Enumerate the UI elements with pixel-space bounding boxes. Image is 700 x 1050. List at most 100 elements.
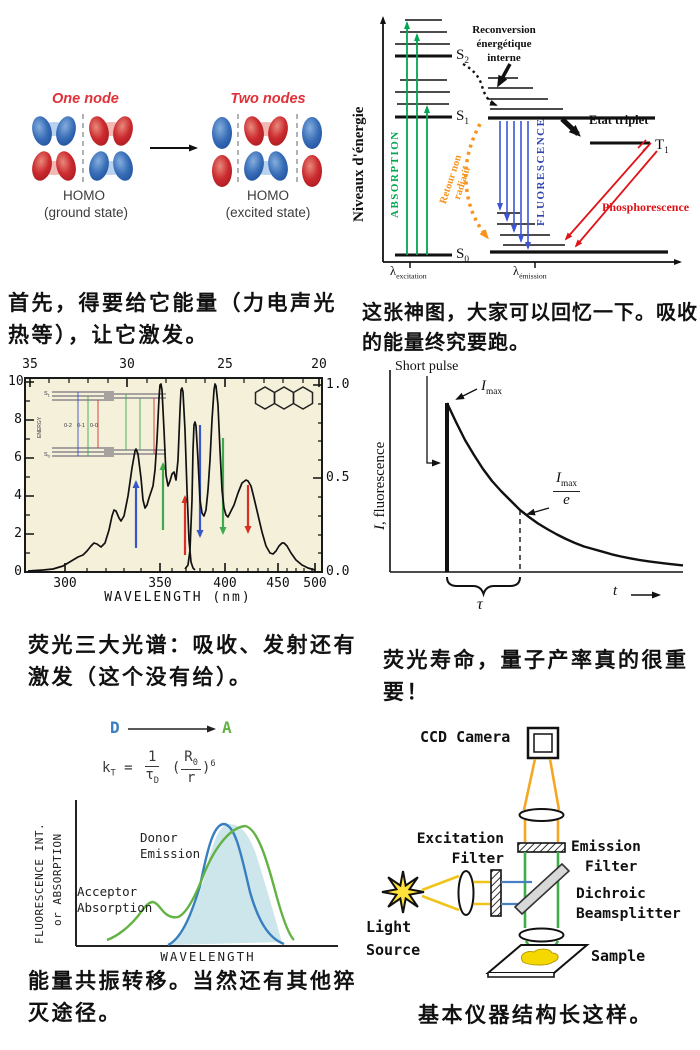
s2-label: S2: [456, 47, 469, 66]
intersystem-crossing-arrow: [560, 117, 581, 137]
decay-curve: [445, 402, 684, 567]
excitation-filter-icon: [490, 869, 502, 917]
acceptor-absorption-curve: [106, 824, 295, 942]
right-tick-1: 1.0: [326, 377, 350, 392]
lambda-excitation-label: λexcitation: [390, 264, 427, 281]
dichroic-beamsplitter-label: Dichroic Beamsplitter: [576, 886, 681, 922]
emission-curve: [184, 383, 316, 571]
left-minor-ticks: [25, 400, 30, 554]
light-source-icon: [381, 870, 425, 914]
x-tick-500: 500: [303, 576, 327, 591]
top-minor-ticks: [48, 378, 304, 383]
x-tick-300: 300: [53, 576, 77, 591]
non-radiative-dashed-arrow: [464, 123, 489, 240]
excitation-filter-label: Excitation Filter: [416, 831, 504, 867]
fret-rate-formula: kT = 1 τD (R0 r)6: [102, 749, 216, 786]
orbital-excited-right-pair: [302, 117, 322, 187]
left-tick-4: 4: [14, 488, 22, 503]
bottom-minor-ticks: [86, 568, 313, 572]
short-pulse-label: Short pulse: [395, 359, 459, 374]
imax-label: Imax: [481, 378, 503, 397]
wavelength-axis-label: WAVELENGTH (nm): [104, 590, 252, 605]
emission-filter-label: Emission Filter: [571, 839, 641, 875]
orbital-diagram-graphic: [29, 114, 322, 187]
x-tick-450: 450: [266, 576, 290, 591]
sample-specimen-icon: [520, 948, 559, 966]
orbital-excited-left-pair: [212, 117, 232, 187]
fluorescence-label: FLUORESCENCE: [535, 117, 547, 226]
two-nodes-label: Two nodes: [230, 91, 306, 107]
left-tick-10: 10: [8, 374, 24, 389]
fret-figure: D A kT = 1 τD (R0 r)6 FLUORESCENCE INT. or…: [28, 714, 353, 966]
caption-instrument: 基本仪器结构长这样。: [418, 1002, 653, 1027]
emission-beam-green: [523, 852, 560, 928]
s-state-levels: [395, 54, 452, 257]
ccd-camera-icon: [526, 726, 560, 760]
reconversion-label: Reconversion énergétique interne: [472, 24, 536, 64]
ccd-camera-label: CCD Camera: [420, 728, 511, 746]
jablonski-diagram: Niveaux d'énergie ABSORPTION FLUORESCENC…: [350, 4, 698, 286]
homo-orbital-figure: One node Two nodes HOMO (ground state) H…: [18, 82, 350, 224]
axis-ticks: [409, 262, 536, 268]
objective-lens-icon: [518, 927, 565, 943]
x-tick-350: 350: [148, 576, 172, 591]
inset-s0: S0: [44, 452, 51, 459]
imax-arrow: [455, 388, 478, 400]
sample-label: Sample: [591, 947, 646, 965]
t1-label: T1: [655, 137, 669, 156]
plot-frame: [24, 377, 323, 573]
bottom-major-ticks: [64, 563, 316, 572]
phosphorescence-arrow: [564, 144, 650, 241]
orbital-ground-left: [29, 114, 79, 183]
excitation-beam-yellow: [421, 874, 491, 912]
caption-excitation: 首先，得要给它能量（力电声光热等），让它激发。: [8, 290, 337, 347]
t1-hatch-marks: [637, 139, 652, 152]
inset-s1: S1: [44, 391, 51, 398]
fret-ylabel-line1: FLUORESCENCE INT.: [33, 822, 46, 944]
right-major-ticks: [313, 384, 322, 479]
absorption-curve: [27, 383, 196, 572]
spectrum-figure: S1 S0 ENERGY 0-2 0-1 0-0: [8, 350, 350, 608]
s1-label: S1: [456, 108, 469, 127]
decay-graphic: [389, 370, 684, 599]
overlap-region: [170, 824, 282, 945]
top-tick-20: 20: [311, 357, 327, 372]
emission-beam-orange: [522, 758, 561, 842]
donor-emission-curve: [167, 822, 285, 947]
right-minor-ticks: [318, 403, 322, 554]
absorption-label: ABSORPTION: [389, 130, 401, 218]
emission-filter-icon: [517, 842, 566, 853]
imax-e-arrow: [526, 507, 550, 516]
fret-graphic: [75, 725, 338, 947]
left-tick-2: 2: [14, 526, 22, 541]
caption-spectra: 荧光三大光谱：吸收、发射还有激发（这个没有给）。: [28, 632, 357, 689]
one-node-label: One node: [52, 91, 119, 107]
inset-t02: 0-2: [64, 423, 72, 429]
decay-axes: [389, 370, 683, 573]
homo-ground-title: HOMO: [63, 188, 105, 203]
s0-label: S0: [456, 246, 469, 265]
short-pulse-pointer: [426, 376, 441, 467]
homo-excited-title: HOMO: [247, 188, 289, 203]
left-tick-0: 0: [14, 564, 22, 579]
time-label: t: [613, 583, 618, 599]
inset-t01: 0-1: [77, 423, 85, 429]
right-tick-00: 0.0: [326, 564, 350, 579]
top-tick-35: 35: [22, 357, 38, 372]
reconversion-pointer-arrow: [497, 63, 512, 88]
inset-t00: 0-0: [90, 423, 98, 429]
decay-ylabel: I, fluorescence: [372, 441, 388, 530]
donor-emission-label: Donor Emission: [140, 830, 201, 862]
phosphorescence-label: Phosphorescence: [602, 200, 690, 214]
lambda-emission-label: λémission: [513, 264, 547, 281]
jablonski-graphic: [380, 16, 682, 268]
spectrum-graphic: S1 S0 ENERGY 0-2 0-1 0-0: [24, 377, 323, 573]
condenser-lens-icon: [457, 870, 475, 916]
fret-xlabel: WAVELENGTH: [160, 949, 256, 964]
right-tick-05: 0.5: [326, 470, 350, 485]
top-tick-30: 30: [119, 357, 135, 372]
left-tick-8: 8: [14, 412, 22, 427]
acceptor-a-label: A: [222, 718, 232, 737]
fret-ylabel-line2: or ABSORPTION: [51, 833, 64, 926]
